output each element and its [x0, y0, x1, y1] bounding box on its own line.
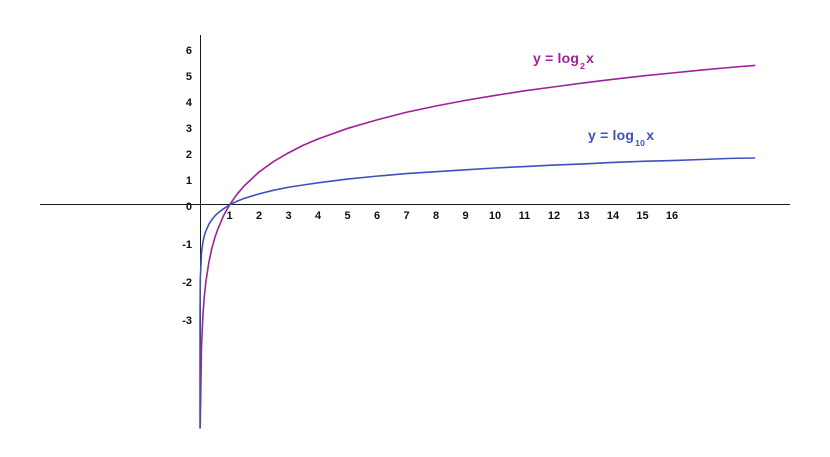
x-tick-label: 2 [256, 210, 262, 222]
curve-label-log10-suffix: x [646, 127, 655, 143]
curve-label-log10: y = log10x [588, 127, 655, 148]
y-tick-label: 4 [186, 97, 193, 109]
curve-log10 [199, 157, 756, 428]
y-tick-label: 3 [186, 123, 192, 135]
y-tick-label: -1 [182, 239, 192, 251]
x-tick-label: 11 [519, 210, 531, 222]
x-tick-label: 13 [577, 210, 589, 222]
curve-label-log2-subscript: 2 [580, 60, 586, 71]
y-tick-label: -3 [182, 315, 192, 327]
curve-label-log10-subscript: 10 [635, 137, 646, 148]
curve-log2 [199, 64, 756, 429]
x-tick-label: 4 [315, 210, 322, 222]
y-tick-label: 5 [186, 71, 192, 83]
x-tick-label: 9 [462, 210, 468, 222]
x-tick-label: 5 [344, 210, 350, 222]
x-tick-label: 12 [548, 210, 560, 222]
curve-label-log10-prefix: y = log [588, 127, 635, 143]
y-tick-label: 0 [186, 201, 192, 213]
x-tick-label: 7 [403, 210, 409, 222]
x-tick-label: 6 [374, 210, 380, 222]
curve-label-log2-suffix: x [586, 50, 595, 66]
x-tick-label: 15 [636, 210, 648, 222]
x-tick-label: 14 [607, 210, 620, 222]
y-tick-label: 6 [186, 45, 192, 57]
y-tick-label: 2 [186, 149, 192, 161]
x-tick-label: 8 [433, 210, 439, 222]
x-tick-label: 3 [285, 210, 291, 222]
x-tick-label: 16 [666, 210, 678, 222]
x-tick-label: 1 [226, 210, 232, 222]
curve-label-log2-prefix: y = log [533, 50, 580, 66]
x-tick-label: 10 [489, 210, 501, 222]
curve-label-log2: y = log2x [533, 50, 595, 71]
y-tick-label: -2 [182, 277, 192, 289]
y-tick-label: 1 [186, 175, 192, 187]
